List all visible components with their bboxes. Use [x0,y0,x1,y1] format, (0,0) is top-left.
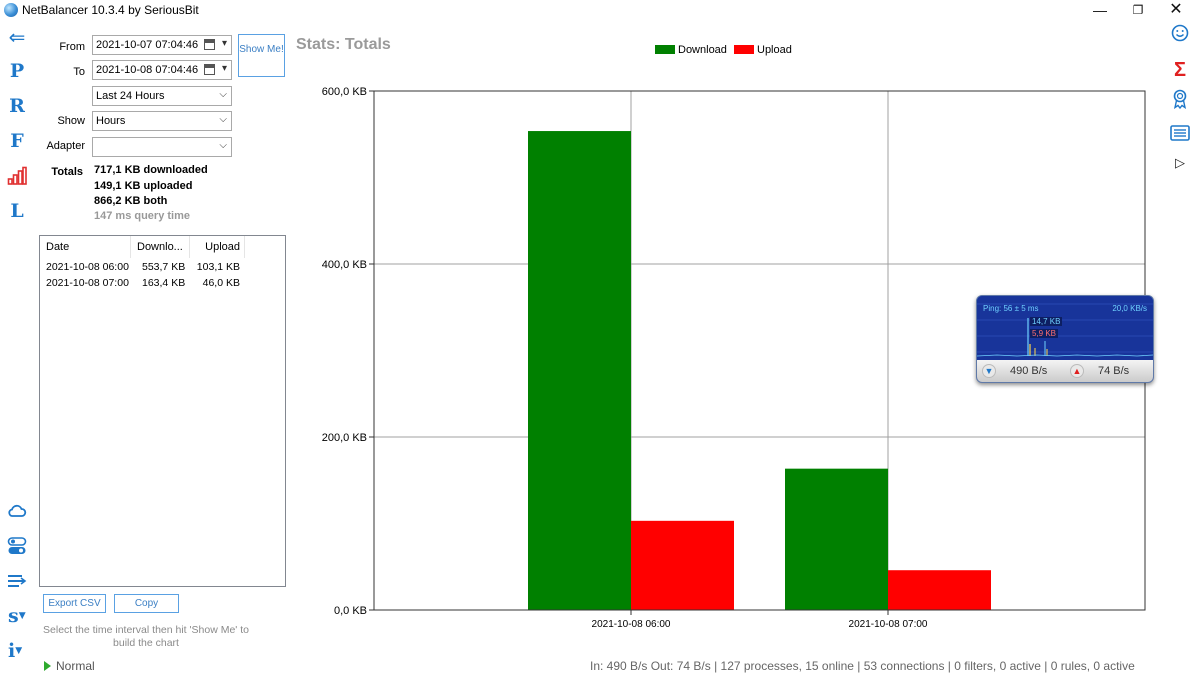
chevron-down-icon: ⌵ [219,140,227,151]
copy-button[interactable]: Copy [114,594,179,613]
legend-download[interactable]: Download [655,44,727,56]
info-menu-glyph: i [8,640,16,662]
column-header-upload[interactable]: Upload [190,236,245,258]
ping-text: Ping: 56 ± 5 ms [983,304,1039,313]
y-tick-label: 200,0 KB [322,432,367,444]
letter-l-icon[interactable]: L [10,200,24,222]
legend-label-download: Download [678,44,727,56]
cell-date: 2021-10-08 06:00 [46,261,129,273]
x-tick-label: 2021-10-08 06:00 [592,619,671,630]
show-me-button[interactable]: Show Me! [238,34,285,77]
ping-widget[interactable]: Ping: 56 ± 5 ms 20,0 KB/s 14,7 KB 5,9 KB… [976,295,1154,383]
play-status-icon [44,661,51,671]
widget-footer: ▼ 490 B/s ▲ 74 B/s [977,360,1153,382]
download-arrow-icon: ▼ [982,364,996,378]
bar-upload [631,520,734,610]
bar-download [528,131,631,610]
range-value: Last 24 Hours [96,90,165,102]
legend-upload[interactable]: Upload [734,44,792,56]
minimize-button[interactable]: — [1093,2,1107,18]
back-arrow-icon[interactable]: ⇐ [8,25,26,49]
cloud-icon[interactable] [6,500,28,522]
range-select[interactable]: Last 24 Hours ⌵ [92,86,232,106]
chart-title: Stats: Totals [296,36,391,53]
chevron-down-icon[interactable]: ▾ [221,63,227,74]
column-header-date[interactable]: Date [40,236,131,258]
letter-r-icon[interactable]: R [9,95,25,117]
cell-download: 163,4 KB [142,277,186,289]
smiley-icon[interactable] [1168,24,1192,46]
to-value: 2021-10-08 07:04:46 [96,64,199,76]
title-bar: NetBalancer 10.3.4 by SeriousBit — ❐ ✕ [0,0,1200,20]
from-label: From [59,41,85,53]
show-select[interactable]: Hours ⌵ [92,111,232,131]
cell-date: 2021-10-08 07:00 [46,277,129,289]
totals-label: Totals [51,166,83,178]
total-downloaded: 717,1 KB downloaded [94,164,208,176]
peak-up-tag: 5,9 KB [1030,329,1059,338]
bar-download [785,468,888,610]
show-label: Show [57,115,85,127]
in-rate: 490 B/s [1010,365,1048,377]
traffic-sparkline [977,303,1153,357]
total-both: 866,2 KB both [94,195,168,207]
list-icon[interactable] [1168,125,1192,147]
adapter-select[interactable]: ⌵ [92,137,232,157]
info-menu-icon[interactable]: i▼ [8,640,23,662]
s-menu-glyph: s [8,605,19,627]
ribbon-icon[interactable] [1168,89,1192,111]
cell-download: 553,7 KB [142,261,186,273]
sigma-icon[interactable]: Σ [1173,59,1186,81]
cell-upload: 46,0 KB [202,277,240,289]
to-label: To [73,66,85,78]
total-uploaded: 149,1 KB uploaded [94,180,193,192]
adapter-label: Adapter [46,140,85,152]
chevron-down-icon[interactable]: ▾ [221,38,227,49]
calendar-icon[interactable] [204,39,215,50]
column-header-download[interactable]: Downlo... [131,236,190,258]
cell-upload: 103,1 KB [196,261,240,273]
stats-bars-icon[interactable] [6,165,28,187]
legend-swatch-download [655,45,675,54]
rate-text: 20,0 KB/s [1112,304,1147,313]
from-datetime-picker[interactable]: 2021-10-07 07:04:46 ▾ [92,35,232,55]
close-button[interactable]: ✕ [1169,1,1183,18]
letter-p-icon[interactable]: P [9,60,25,82]
maximize-button[interactable]: ❐ [1132,3,1144,17]
out-rate: 74 B/s [1098,365,1130,377]
to-datetime-picker[interactable]: 2021-10-08 07:04:46 ▾ [92,60,232,80]
y-tick-label: 400,0 KB [322,259,367,271]
table-row[interactable]: 2021-10-08 06:00 553,7 KB 103,1 KB [40,259,285,275]
query-time: 147 ms query time [94,210,190,222]
upload-arrow-icon: ▲ [1070,364,1084,378]
chevron-down-icon: ⌵ [219,89,227,100]
calendar-icon[interactable] [204,64,215,75]
s-menu-icon[interactable]: s▼ [8,605,26,627]
play-icon[interactable]: ▷ [1175,155,1185,170]
chart-hint: Select the time interval then hit 'Show … [43,624,249,649]
mode-indicator[interactable]: Normal [44,659,95,673]
chevron-down-icon: ⌵ [219,114,227,125]
filter-lines-icon[interactable] [6,570,28,592]
y-tick-label: 0,0 KB [334,605,367,617]
app-logo-icon [4,3,18,17]
peak-down-tag: 14,7 KB [1030,317,1063,326]
mode-label: Normal [56,659,95,673]
y-tick-label: 600,0 KB [322,86,367,98]
status-bar: In: 490 B/s Out: 74 B/s | 127 processes,… [590,659,1135,673]
show-value: Hours [96,115,126,127]
from-value: 2021-10-07 07:04:46 [96,39,199,51]
totals-table[interactable]: Date Downlo... Upload 2021-10-08 06:00 5… [39,235,286,587]
window-title: NetBalancer 10.3.4 by SeriousBit [22,3,199,17]
legend-label-upload: Upload [757,44,792,56]
bar-upload [888,570,991,610]
export-csv-button[interactable]: Export CSV [43,594,106,613]
toggle-icon[interactable] [6,535,28,557]
x-tick-label: 2021-10-08 07:00 [849,619,928,630]
table-row[interactable]: 2021-10-08 07:00 163,4 KB 46,0 KB [40,275,285,291]
legend-swatch-upload [734,45,754,54]
letter-f-icon[interactable]: F [10,130,24,152]
traffic-graph: Ping: 56 ± 5 ms 20,0 KB/s 14,7 KB 5,9 KB [977,296,1153,360]
